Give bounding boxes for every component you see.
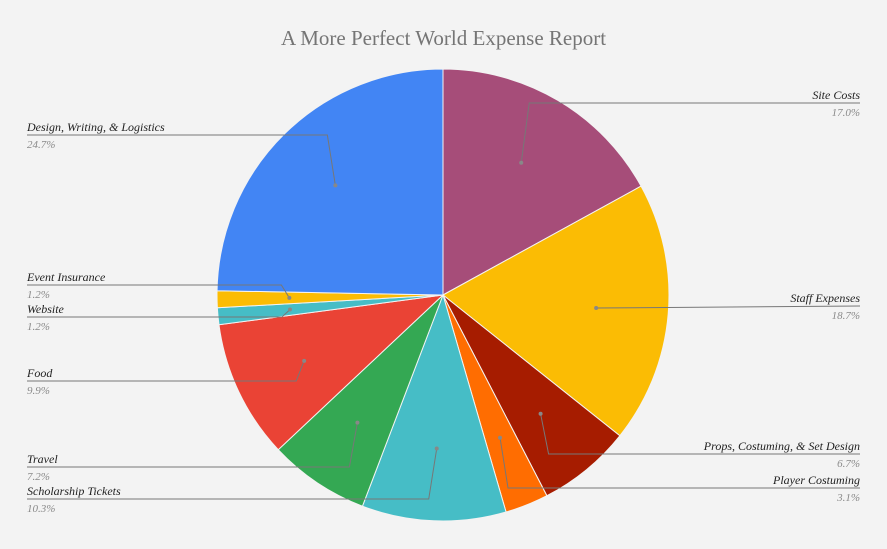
leader-line (27, 134, 336, 186)
slice-percent: 7.2% (27, 471, 50, 483)
slice-label: Event Insurance (26, 270, 106, 284)
label-website: Website 1.2% (27, 302, 293, 333)
leader-line (27, 360, 305, 382)
slice-percent: 17.0% (832, 107, 860, 119)
slice-percent: 9.9% (27, 385, 50, 397)
slice-label: Design, Writing, & Logistics (26, 120, 165, 134)
pie-slices (216, 68, 670, 522)
label-design-writing-logistics: Design, Writing, & Logistics 24.7% (26, 120, 338, 188)
leader-dot (519, 160, 524, 165)
label-player-costuming: Player Costuming 3.1% (498, 435, 860, 504)
slice-label: Site Costs (812, 88, 860, 102)
slice-scholarship-tickets (361, 293, 507, 522)
slice-percent: 10.3% (27, 503, 55, 515)
leader-dot (538, 411, 543, 416)
leader-line (520, 102, 860, 163)
leader-line (27, 284, 290, 299)
slice-label: Food (26, 366, 53, 380)
slice-label: Scholarship Tickets (27, 484, 121, 498)
leader-dot (302, 358, 307, 363)
slice-site-costs (442, 68, 642, 296)
slice-percent: 1.2% (27, 289, 50, 301)
pie-labels: Site Costs 17.0% Staff Expenses 18.7% Props,… (26, 88, 860, 515)
leader-line (596, 305, 861, 309)
slice-food (218, 294, 445, 451)
slice-label: Player Costuming (772, 473, 860, 487)
slice-label: Staff Expenses (790, 291, 860, 305)
label-food: Food 9.9% (26, 358, 307, 397)
slice-label: Website (27, 302, 65, 316)
slice-percent: 18.7% (832, 310, 860, 322)
label-site-costs: Site Costs 17.0% (519, 88, 860, 165)
leader-dot (288, 307, 293, 312)
leader-dot (287, 295, 292, 300)
slice-label: Props, Costuming, & Set Design (703, 439, 860, 453)
slice-design-writing-logistics (216, 68, 444, 296)
leader-dot (434, 446, 439, 451)
leader-dot (594, 306, 599, 311)
slice-travel (277, 294, 444, 507)
chart-title: A More Perfect World Expense Report (280, 26, 607, 50)
leader-dot (355, 420, 360, 425)
leader-line (27, 448, 438, 500)
label-travel: Travel 7.2% (27, 420, 360, 483)
slice-label: Travel (27, 452, 58, 466)
leader-line (27, 309, 291, 318)
leader-line (499, 437, 860, 489)
leader-dot (333, 183, 338, 188)
slice-percent: 24.7% (27, 139, 55, 151)
slice-percent: 3.1% (836, 492, 860, 504)
label-scholarship-tickets: Scholarship Tickets 10.3% (27, 446, 439, 515)
leader-dot (498, 435, 503, 440)
slice-staff-expenses (442, 185, 670, 437)
label-props-costuming-set-design: Props, Costuming, & Set Design 6.7% (538, 411, 860, 470)
slice-percent: 1.2% (27, 321, 50, 333)
leader-line (540, 413, 860, 455)
label-event-insurance: Event Insurance 1.2% (26, 270, 292, 301)
slice-percent: 6.7% (837, 458, 860, 470)
label-staff-expenses: Staff Expenses 18.7% (594, 291, 860, 322)
leader-line (27, 422, 358, 468)
